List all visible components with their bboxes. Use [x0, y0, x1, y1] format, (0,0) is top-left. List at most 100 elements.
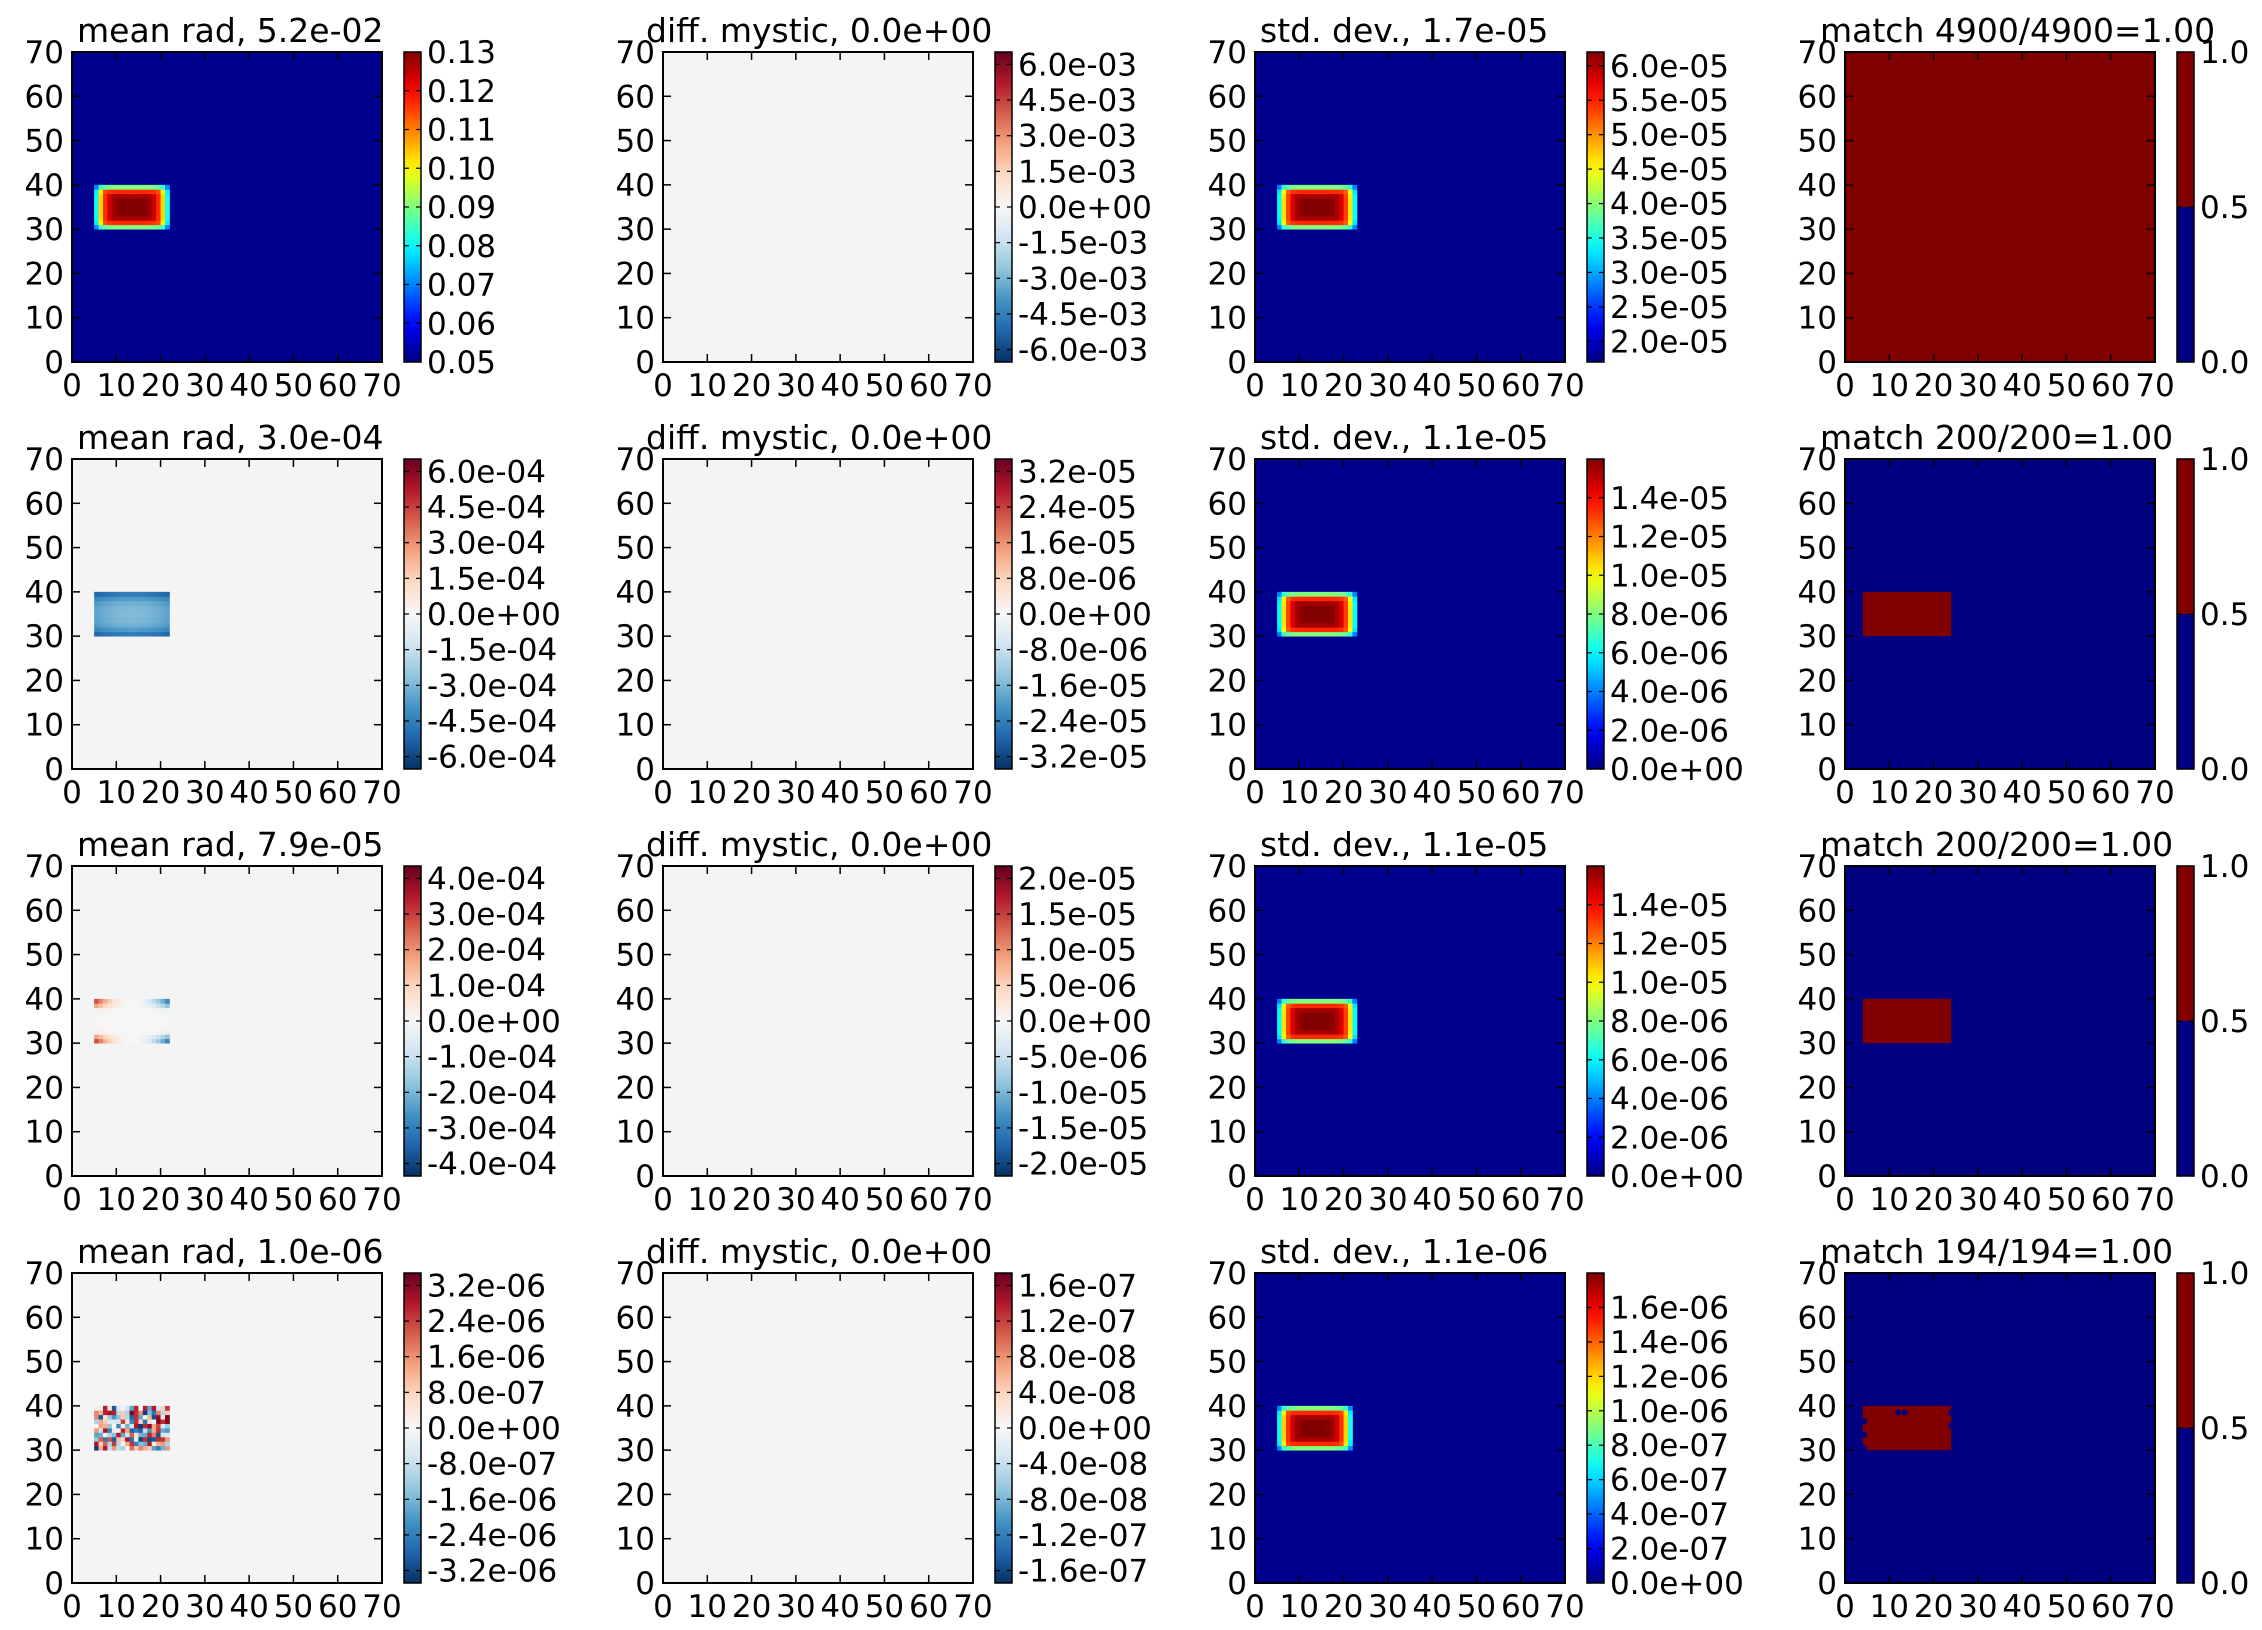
heatmap-cell — [1321, 184, 1327, 190]
heatmap-cell — [1325, 215, 1331, 221]
heatmap-cell — [1352, 1038, 1358, 1044]
heatmap-cell — [1277, 1003, 1282, 1009]
y-tick-label: 70 — [25, 1256, 64, 1292]
heatmap-cell — [98, 1007, 104, 1013]
heatmap-cell — [1312, 1441, 1318, 1447]
y-tick-label: 50 — [1208, 938, 1247, 974]
heatmap-cell — [1352, 605, 1358, 610]
heatmap-cell — [129, 202, 135, 208]
x-tick-label: 70 — [953, 1589, 992, 1625]
heatmap-cell — [1321, 1414, 1327, 1420]
heatmap-cell — [1330, 1445, 1336, 1451]
heatmap-cell — [1348, 1007, 1353, 1013]
heatmap-cell — [1277, 596, 1282, 602]
heatmap-cell — [1348, 1428, 1353, 1433]
heatmap-cell — [111, 202, 117, 208]
heatmap-cell — [1308, 1436, 1313, 1442]
heatmap-cell — [1299, 1432, 1305, 1438]
heatmap-cell — [156, 627, 161, 633]
heatmap-cell — [1348, 202, 1353, 208]
heatmap-cell — [107, 1025, 113, 1031]
heatmap-cell — [1343, 1441, 1349, 1447]
heatmap-cell — [1348, 1441, 1353, 1447]
heatmap-cell — [151, 1410, 157, 1416]
heatmap-cell — [1343, 618, 1349, 624]
heatmap-field — [72, 52, 382, 362]
y-tick-label: 20 — [25, 1477, 64, 1513]
heatmap-cell — [165, 202, 170, 208]
heatmap-cell — [160, 1445, 166, 1451]
heatmap-cell — [1286, 1436, 1291, 1442]
y-tick-label: 40 — [1208, 575, 1247, 611]
heatmap-cell — [1299, 1034, 1305, 1040]
heatmap-cell — [1286, 596, 1291, 602]
heatmap-cell — [1321, 202, 1327, 208]
heatmap-cell — [94, 193, 99, 199]
heatmap-cell — [1290, 211, 1296, 217]
heatmap-cell — [1312, 627, 1318, 633]
heatmap-cell — [1343, 1419, 1349, 1424]
heatmap-cell — [134, 1432, 139, 1438]
heatmap-cell — [1330, 618, 1336, 624]
heatmap-cell — [116, 1419, 122, 1424]
heatmap-cell — [1321, 591, 1327, 597]
heatmap-cell — [1281, 1441, 1287, 1447]
heatmap-cell — [1277, 1405, 1282, 1411]
colorbar-segment — [2177, 866, 2194, 1021]
heatmap-cell — [147, 618, 153, 624]
heatmap-cell — [1317, 596, 1322, 602]
heatmap-cell — [1299, 211, 1305, 217]
heatmap-cell — [1317, 202, 1322, 208]
heatmap-cell — [1312, 198, 1318, 203]
heatmap-cell — [1303, 184, 1309, 190]
heatmap-cell — [1330, 998, 1336, 1004]
heatmap-cell — [1277, 618, 1282, 624]
heatmap-cell — [107, 1432, 113, 1438]
heatmap-cell — [1352, 207, 1358, 212]
colorbar-tick-label: 4.0e-08 — [1018, 1375, 1137, 1411]
heatmap-cell — [107, 1038, 113, 1044]
heatmap-field — [663, 52, 973, 362]
heatmap-cell — [1321, 1419, 1327, 1424]
heatmap-cell — [1352, 220, 1358, 226]
colorbar-tick-label: 4.5e-05 — [1610, 152, 1729, 188]
heatmap-cell — [134, 1436, 139, 1442]
heatmap-cell — [98, 1432, 104, 1438]
heatmap-cell — [142, 198, 148, 203]
heatmap-cell — [138, 202, 144, 208]
heatmap-cell — [1339, 631, 1344, 637]
heatmap-cell — [1277, 631, 1282, 637]
heatmap-cell — [1352, 591, 1358, 597]
heatmap-cell — [125, 600, 130, 606]
heatmap-cell — [111, 1038, 117, 1044]
heatmap-cell — [160, 1423, 166, 1429]
heatmap-cell — [94, 1441, 99, 1447]
heatmap-cell — [1348, 184, 1353, 190]
heatmap-cell — [1343, 600, 1349, 606]
heatmap-cell — [160, 1029, 166, 1035]
heatmap-cell — [147, 631, 153, 637]
y-tick-label: 70 — [1798, 849, 1837, 885]
heatmap-cell — [116, 605, 122, 610]
heatmap-cell — [1312, 1007, 1318, 1013]
x-tick-label: 30 — [1368, 1182, 1407, 1218]
heatmap-cell — [116, 1445, 122, 1451]
heatmap-cell — [1286, 198, 1291, 203]
y-tick-label: 40 — [25, 982, 64, 1018]
heatmap-cell — [1299, 198, 1305, 203]
heatmap-cell — [98, 1012, 104, 1017]
heatmap-cell — [1299, 193, 1305, 199]
match-hole — [1948, 1422, 1955, 1429]
heatmap-cell — [156, 198, 161, 203]
heatmap-cell — [1317, 998, 1322, 1004]
heatmap-cell — [94, 591, 99, 597]
heatmap-cell — [1339, 1029, 1344, 1035]
heatmap-cell — [116, 1441, 122, 1447]
colorbar-tick-label: 0.08 — [427, 229, 496, 265]
colorbar: 6.0e-055.5e-055.0e-054.5e-054.0e-053.5e-… — [1586, 49, 1729, 363]
heatmap-cell — [103, 202, 108, 208]
heatmap-cell — [98, 1003, 104, 1009]
axes-frame — [1254, 865, 1566, 1177]
y-tick-label: 70 — [616, 35, 655, 71]
y-tick-label: 50 — [616, 1345, 655, 1381]
